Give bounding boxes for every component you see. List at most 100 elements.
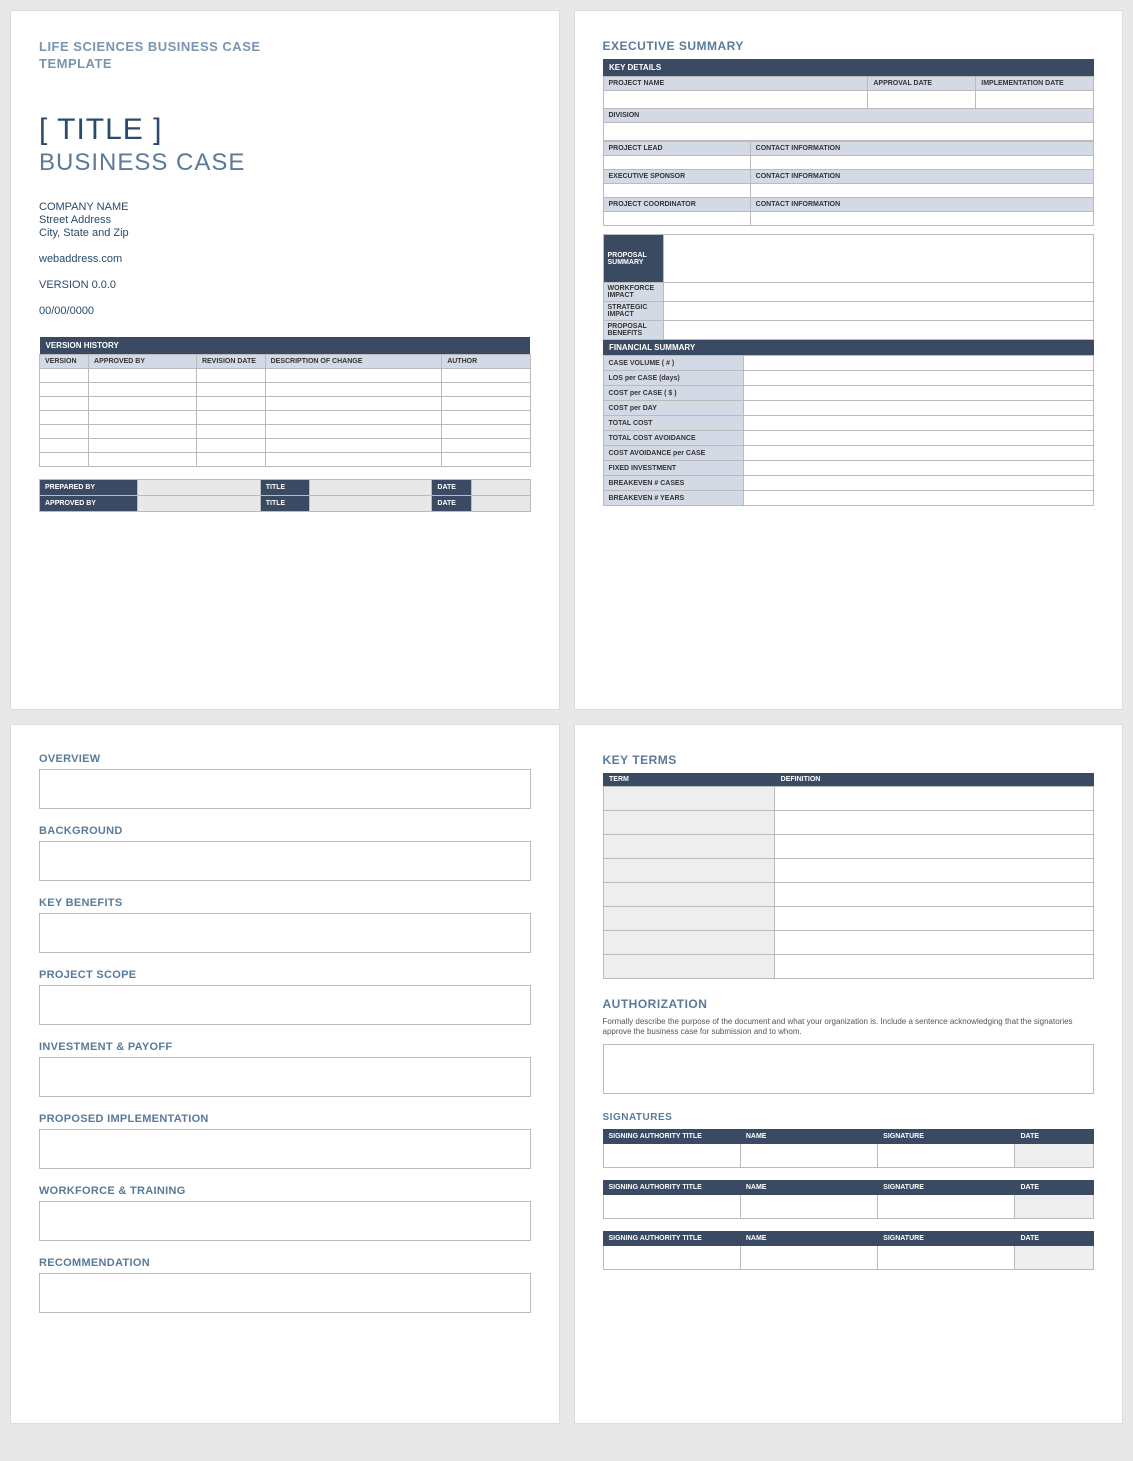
term-cell[interactable] (603, 835, 775, 859)
term-cell[interactable] (603, 883, 775, 907)
approval-date-value[interactable] (868, 91, 976, 109)
project-name-value[interactable] (603, 91, 868, 109)
impl-date-value[interactable] (976, 91, 1094, 109)
table-cell[interactable] (442, 438, 530, 452)
sig-cell[interactable] (1015, 1194, 1094, 1218)
section-box[interactable] (39, 841, 531, 881)
prepared-date-value[interactable] (471, 479, 530, 495)
table-cell[interactable] (265, 410, 442, 424)
sig-cell[interactable] (740, 1143, 877, 1167)
fin-row-value[interactable] (743, 461, 1094, 476)
sig-cell[interactable] (603, 1143, 740, 1167)
fin-row-value[interactable] (743, 416, 1094, 431)
table-cell[interactable] (40, 368, 89, 382)
approved-date-value[interactable] (471, 495, 530, 511)
table-cell[interactable] (89, 382, 197, 396)
coord-value[interactable] (603, 212, 750, 226)
fin-row-value[interactable] (743, 386, 1094, 401)
table-cell[interactable] (196, 410, 265, 424)
definition-cell[interactable] (775, 859, 1094, 883)
table-cell[interactable] (40, 424, 89, 438)
table-cell[interactable] (40, 410, 89, 424)
sig-cell[interactable] (740, 1194, 877, 1218)
sponsor-contact-value[interactable] (750, 184, 1093, 198)
table-cell[interactable] (89, 424, 197, 438)
table-cell[interactable] (40, 396, 89, 410)
table-cell[interactable] (442, 424, 530, 438)
definition-cell[interactable] (775, 835, 1094, 859)
division-value[interactable] (603, 123, 1094, 141)
definition-cell[interactable] (775, 811, 1094, 835)
fin-row-value[interactable] (743, 476, 1094, 491)
sig-cell[interactable] (1015, 1143, 1094, 1167)
fin-row-value[interactable] (743, 446, 1094, 461)
term-cell[interactable] (603, 811, 775, 835)
lead-value[interactable] (603, 156, 750, 170)
table-cell[interactable] (442, 368, 530, 382)
table-cell[interactable] (442, 396, 530, 410)
definition-cell[interactable] (775, 787, 1094, 811)
sig-cell[interactable] (878, 1194, 1015, 1218)
table-cell[interactable] (196, 368, 265, 382)
coord-contact-value[interactable] (750, 212, 1093, 226)
table-cell[interactable] (40, 382, 89, 396)
table-cell[interactable] (196, 438, 265, 452)
table-cell[interactable] (442, 452, 530, 466)
section-box[interactable] (39, 1129, 531, 1169)
definition-cell[interactable] (775, 955, 1094, 979)
table-cell[interactable] (89, 368, 197, 382)
prepared-title-value[interactable] (309, 479, 432, 495)
fin-row-value[interactable] (743, 491, 1094, 506)
section-box[interactable] (39, 985, 531, 1025)
table-cell[interactable] (196, 424, 265, 438)
authorization-box[interactable] (603, 1044, 1095, 1094)
workforce-impact-value[interactable] (663, 283, 1094, 302)
section-box[interactable] (39, 1273, 531, 1313)
section-box[interactable] (39, 913, 531, 953)
fin-row-value[interactable] (743, 371, 1094, 386)
table-cell[interactable] (89, 452, 197, 466)
table-cell[interactable] (40, 452, 89, 466)
table-cell[interactable] (89, 396, 197, 410)
lead-contact-value[interactable] (750, 156, 1093, 170)
sig-cell[interactable] (878, 1143, 1015, 1167)
sig-cell[interactable] (603, 1245, 740, 1269)
term-cell[interactable] (603, 907, 775, 931)
sponsor-value[interactable] (603, 184, 750, 198)
table-cell[interactable] (196, 452, 265, 466)
term-cell[interactable] (603, 787, 775, 811)
table-cell[interactable] (40, 438, 89, 452)
definition-cell[interactable] (775, 931, 1094, 955)
term-cell[interactable] (603, 931, 775, 955)
prepared-by-value[interactable] (138, 479, 261, 495)
sig-cell[interactable] (603, 1194, 740, 1218)
table-cell[interactable] (196, 382, 265, 396)
section-box[interactable] (39, 769, 531, 809)
strategic-impact-value[interactable] (663, 302, 1094, 321)
table-cell[interactable] (265, 382, 442, 396)
fin-row-value[interactable] (743, 356, 1094, 371)
table-cell[interactable] (89, 438, 197, 452)
table-cell[interactable] (196, 396, 265, 410)
fin-row-value[interactable] (743, 401, 1094, 416)
table-cell[interactable] (442, 410, 530, 424)
table-cell[interactable] (265, 424, 442, 438)
sig-cell[interactable] (740, 1245, 877, 1269)
proposal-summary-value[interactable] (663, 235, 1094, 283)
table-cell[interactable] (265, 452, 442, 466)
table-cell[interactable] (265, 368, 442, 382)
sig-cell[interactable] (878, 1245, 1015, 1269)
term-cell[interactable] (603, 955, 775, 979)
sig-cell[interactable] (1015, 1245, 1094, 1269)
table-cell[interactable] (89, 410, 197, 424)
approved-by-value[interactable] (138, 495, 261, 511)
table-cell[interactable] (265, 396, 442, 410)
approved-title-value[interactable] (309, 495, 432, 511)
term-cell[interactable] (603, 859, 775, 883)
table-cell[interactable] (442, 382, 530, 396)
fin-row-value[interactable] (743, 431, 1094, 446)
table-cell[interactable] (265, 438, 442, 452)
section-box[interactable] (39, 1201, 531, 1241)
proposal-benefits-value[interactable] (663, 321, 1094, 340)
section-box[interactable] (39, 1057, 531, 1097)
